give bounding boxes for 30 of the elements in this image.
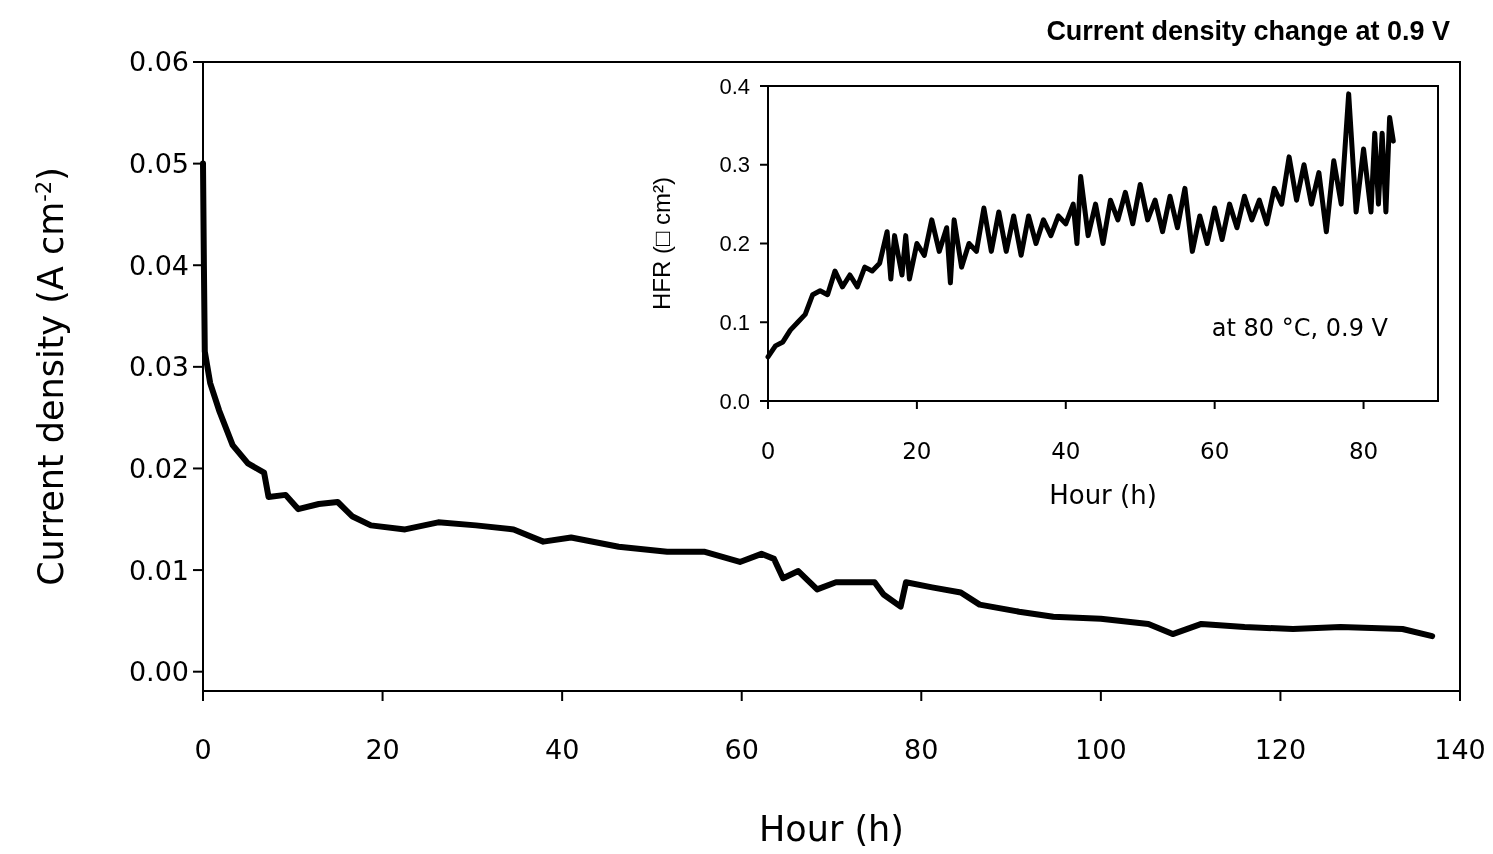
- y-tick-label: 0.01: [128, 554, 189, 586]
- y-tick-label: 0.1: [719, 309, 750, 335]
- x-tick-label: 60: [1200, 438, 1230, 464]
- y-tick-label: 0.05: [128, 148, 189, 180]
- x-tick-label: 80: [1348, 438, 1379, 464]
- x-tick-label: 60: [724, 734, 759, 765]
- x-tick-label: 140: [1434, 734, 1486, 765]
- x-axis-title: Hour (h): [1049, 480, 1157, 510]
- x-tick-label: 80: [904, 734, 939, 765]
- y-tick-label: 0.03: [128, 351, 189, 383]
- y-tick-label: 0.02: [128, 452, 189, 484]
- y-tick-label: 0.3: [719, 152, 750, 178]
- y-tick-label: 0.06: [128, 46, 189, 78]
- y-tick-label: 0.4: [719, 73, 750, 99]
- annotation: at 80 °C, 0.9 V: [1211, 314, 1389, 342]
- chart-title: Current density change at 0.9 V: [1046, 16, 1450, 46]
- x-tick-label: 20: [902, 438, 932, 464]
- x-tick-label: 0: [760, 438, 776, 464]
- x-tick-label: 40: [1051, 438, 1081, 464]
- y-axis-title: HFR (□ cm²): [648, 176, 675, 311]
- x-axis-title: Hour (h): [759, 809, 904, 849]
- x-tick-label: 40: [544, 734, 580, 765]
- x-tick-label: 120: [1254, 734, 1307, 765]
- x-tick-label: 20: [365, 734, 400, 765]
- y-tick-label: 0.00: [128, 656, 189, 688]
- y-tick-label: 0.0: [719, 388, 750, 414]
- y-tick-label: 0.04: [128, 249, 189, 281]
- y-tick-label: 0.2: [719, 231, 750, 257]
- x-tick-label: 100: [1075, 734, 1127, 765]
- x-tick-label: 0: [194, 734, 212, 765]
